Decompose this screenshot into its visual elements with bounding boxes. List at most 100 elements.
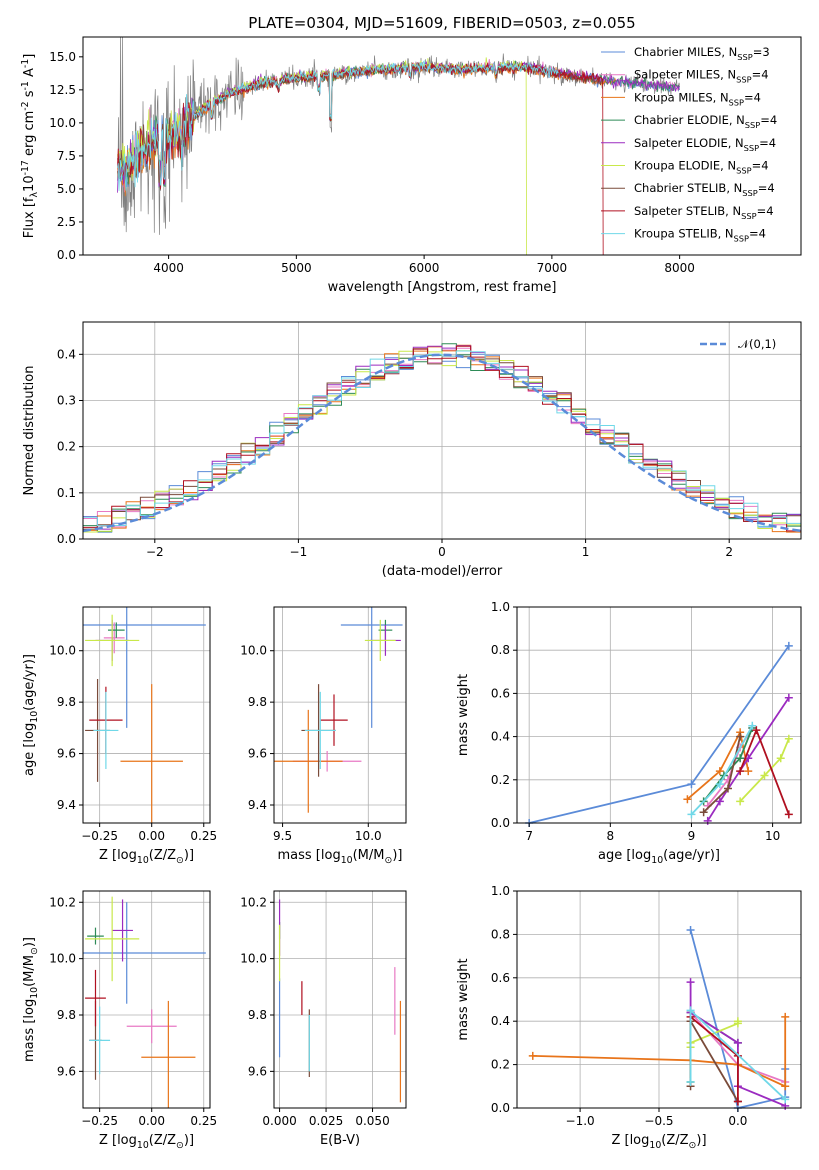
spectrum-model-line bbox=[117, 62, 604, 255]
x-tick-label: 0.00 bbox=[138, 1114, 165, 1128]
y-tick-label: 9.6 bbox=[248, 747, 267, 761]
x-tick-label: 0 bbox=[438, 545, 446, 559]
y-axis-label: mass weight bbox=[456, 958, 471, 1040]
x-tick-label: 0.0 bbox=[728, 1114, 747, 1128]
weight-series-line bbox=[706, 697, 790, 822]
y-tick-label: 0.8 bbox=[491, 927, 510, 941]
x-tick-label: −2 bbox=[146, 545, 164, 559]
weight-marker bbox=[686, 926, 695, 935]
y-tick-label: 12.5 bbox=[49, 83, 76, 97]
x-tick-label: 7000 bbox=[537, 261, 568, 275]
y-tick-label: 1.0 bbox=[491, 884, 510, 898]
x-axis-label: Z [log10(Z/Z⊙)] bbox=[99, 848, 194, 866]
weight-marker bbox=[686, 978, 695, 987]
weight-series-line bbox=[739, 738, 790, 803]
legend-entry: Chabrier MILES, NSSP=3 bbox=[634, 45, 770, 62]
x-tick-label: 2 bbox=[725, 545, 733, 559]
weight-marker bbox=[784, 810, 793, 819]
y-tick-label: 5.0 bbox=[57, 182, 76, 196]
y-tick-label: 10.2 bbox=[240, 895, 267, 909]
legend-entry: Kroupa ELODIE, NSSP=4 bbox=[634, 159, 769, 176]
chart-title: PLATE=0304, MJD=51609, FIBERID=0503, z=0… bbox=[248, 14, 635, 32]
weight-marker bbox=[744, 767, 753, 776]
x-tick-label: 8000 bbox=[664, 261, 695, 275]
weight-marker bbox=[686, 1006, 695, 1015]
y-tick-label: 10.0 bbox=[240, 952, 267, 966]
axes-frame bbox=[273, 606, 407, 824]
y-axis-label: Flux [fλ10-17 erg cm-2 s-1 A-1] bbox=[20, 54, 40, 239]
spectrum-model-line bbox=[117, 57, 527, 255]
y-tick-label: 7.5 bbox=[57, 149, 76, 163]
x-tick-label: 1 bbox=[582, 545, 590, 559]
weight-marker bbox=[687, 780, 696, 789]
x-tick-label: 10.0 bbox=[355, 829, 382, 843]
weight-marker bbox=[715, 767, 724, 776]
x-tick-label: 0.25 bbox=[190, 829, 217, 843]
x-tick-label: 5000 bbox=[281, 261, 312, 275]
weight-marker bbox=[748, 721, 757, 730]
x-tick-label: 9 bbox=[688, 829, 696, 843]
y-tick-label: 9.8 bbox=[57, 695, 76, 709]
weight-marker bbox=[715, 797, 724, 806]
legend-entry: Kroupa MILES, NSSP=4 bbox=[634, 90, 761, 107]
axes-frame bbox=[82, 890, 211, 1109]
y-tick-label: 9.6 bbox=[57, 747, 76, 761]
y-tick-label: 2.5 bbox=[57, 215, 76, 229]
weight-marker bbox=[784, 734, 793, 743]
weight-marker bbox=[733, 1017, 742, 1026]
y-tick-label: 9.8 bbox=[248, 1008, 267, 1022]
x-axis-label: Z [log10(Z/Z⊙)] bbox=[99, 1133, 194, 1151]
weight-marker bbox=[686, 1077, 695, 1086]
y-tick-label: 0.2 bbox=[491, 773, 510, 787]
legend-entry: Salpeter STELIB, NSSP=4 bbox=[634, 204, 774, 221]
y-tick-label: 9.4 bbox=[248, 798, 267, 812]
y-tick-label: 0.0 bbox=[57, 248, 76, 262]
x-tick-label: 0.25 bbox=[190, 1114, 217, 1128]
histogram-series bbox=[83, 350, 801, 527]
x-axis-label: (data-model)/error bbox=[382, 564, 503, 579]
weight-marker bbox=[752, 726, 761, 735]
y-tick-label: 0.8 bbox=[491, 643, 510, 657]
weight-series-line bbox=[686, 729, 750, 800]
weight-marker bbox=[703, 816, 712, 825]
x-tick-label: −0.25 bbox=[81, 1114, 118, 1128]
legend-entry: 𝒩(0,1) bbox=[738, 337, 776, 351]
x-tick-label: 0.00 bbox=[138, 829, 165, 843]
weight-marker bbox=[687, 810, 696, 819]
weight-marker bbox=[781, 1095, 790, 1104]
weight-marker bbox=[699, 808, 708, 817]
axes-frame bbox=[82, 606, 211, 824]
y-tick-label: 0.4 bbox=[57, 347, 76, 361]
weight-marker bbox=[736, 732, 745, 741]
y-tick-label: 0.4 bbox=[491, 1014, 510, 1028]
y-tick-label: 0.4 bbox=[491, 730, 510, 744]
y-tick-label: 0.0 bbox=[57, 532, 76, 546]
y-tick-label: 0.0 bbox=[491, 1101, 510, 1115]
x-tick-label: −0.5 bbox=[644, 1114, 673, 1128]
y-axis-label: Normed distribution bbox=[22, 366, 37, 496]
x-tick-label: 4000 bbox=[153, 261, 184, 275]
weight-marker bbox=[723, 784, 732, 793]
weight-marker bbox=[760, 771, 769, 780]
y-tick-label: 1.0 bbox=[491, 600, 510, 614]
x-tick-label: −1.0 bbox=[566, 1114, 595, 1128]
y-tick-label: 9.6 bbox=[57, 1064, 76, 1078]
weight-marker bbox=[784, 641, 793, 650]
x-tick-label: 0.025 bbox=[309, 1114, 343, 1128]
x-tick-label: −0.25 bbox=[81, 829, 118, 843]
spectrum-model-line bbox=[117, 59, 680, 193]
x-axis-label: age [log10(age/yr)] bbox=[598, 848, 720, 866]
weight-marker bbox=[733, 1038, 742, 1047]
weight-marker bbox=[736, 767, 745, 776]
y-tick-label: 0.2 bbox=[57, 440, 76, 454]
weight-marker bbox=[683, 795, 692, 804]
y-axis-label: mass weight bbox=[456, 674, 471, 756]
y-tick-label: 9.8 bbox=[57, 1008, 76, 1022]
histogram-series bbox=[83, 344, 801, 533]
y-axis-label: mass [log10(M/M⊙)] bbox=[22, 937, 40, 1062]
axes-frame bbox=[516, 606, 802, 824]
weight-marker bbox=[781, 1012, 790, 1021]
x-tick-label: 9.5 bbox=[273, 829, 292, 843]
y-tick-label: 0.2 bbox=[491, 1058, 510, 1072]
